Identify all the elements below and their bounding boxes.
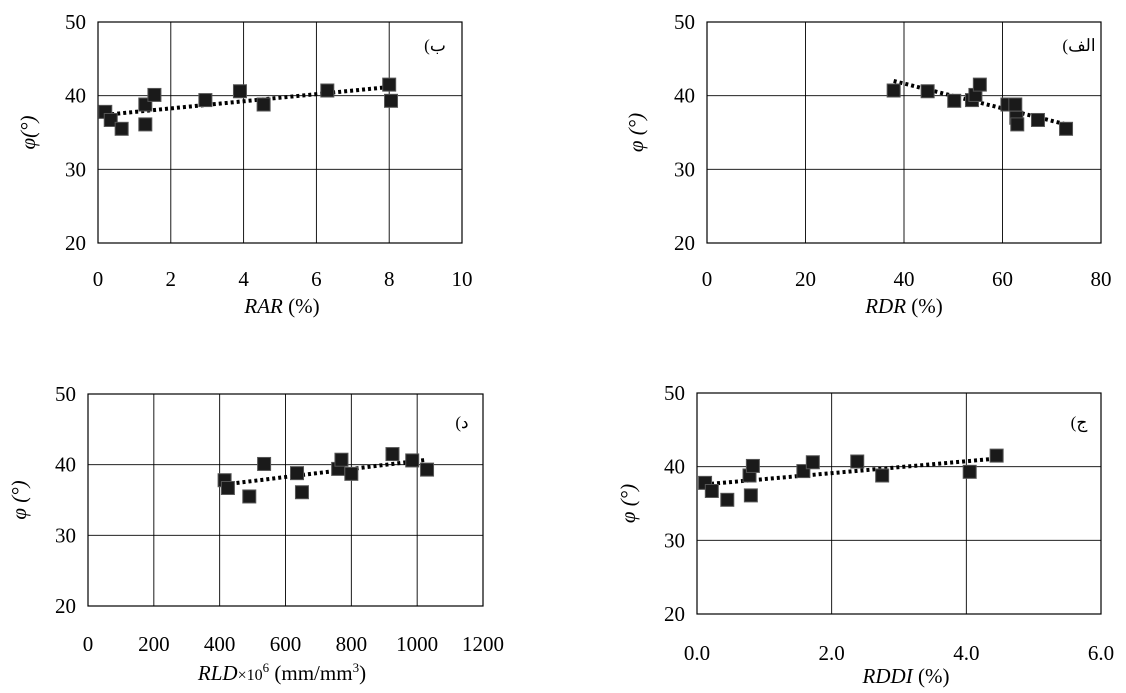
- x-tick-label: 40: [894, 267, 915, 291]
- y-tick-label: 30: [674, 157, 695, 181]
- y-tick-label: 20: [664, 602, 685, 626]
- data-point: [103, 112, 118, 127]
- data-point: [114, 121, 129, 136]
- trend-line: [224, 457, 428, 487]
- data-point: [704, 483, 719, 498]
- plot-frame: [706, 21, 1102, 244]
- data-point: [382, 77, 397, 92]
- data-point: [886, 83, 901, 98]
- data-point: [720, 492, 735, 507]
- y-tick-label: 30: [664, 528, 685, 552]
- x-axis-label: RDR (%): [864, 294, 943, 318]
- data-point: [850, 454, 865, 469]
- y-axis-label: φ (°): [616, 484, 640, 523]
- data-point: [805, 455, 820, 470]
- data-point: [344, 466, 359, 481]
- data-point: [384, 93, 399, 108]
- data-point: [743, 488, 758, 503]
- y-tick-label: 20: [65, 231, 86, 255]
- x-tick-label: 1000: [396, 632, 438, 656]
- x-tick-label: 6.0: [1088, 641, 1114, 665]
- data-point: [290, 466, 305, 481]
- y-axis-label: φ (°): [7, 480, 31, 519]
- x-axis-label: RAR (%): [243, 294, 319, 318]
- data-point: [242, 489, 257, 504]
- y-axis-label: φ (°): [624, 113, 648, 152]
- y-axis-label: φ(°): [16, 115, 40, 149]
- data-point: [1008, 97, 1023, 112]
- rar-chart: 0 2 4 6 8 10 20 30 40 50 φ(°) RAR (%) ب): [16, 10, 473, 318]
- data-point: [405, 453, 420, 468]
- x-axis-label: RDDI (%): [862, 664, 950, 688]
- x-axis-label: RLD×106 (mm/mm3): [197, 660, 366, 685]
- data-point: [1059, 121, 1074, 136]
- x-tick-label: 20: [795, 267, 816, 291]
- data-point: [920, 84, 935, 99]
- data-point: [220, 480, 235, 495]
- y-tick-label: 30: [65, 157, 86, 181]
- y-tick-label: 50: [55, 382, 76, 406]
- plot-frame: [97, 21, 463, 244]
- data-point: [138, 117, 153, 132]
- data-point: [1030, 112, 1045, 127]
- data-point: [745, 458, 760, 473]
- data-point: [989, 448, 1004, 463]
- x-tick-label: 0: [93, 267, 104, 291]
- x-tick-label: 6: [311, 267, 322, 291]
- data-point: [232, 84, 247, 99]
- x-tick-label: 4.0: [953, 641, 979, 665]
- data-point: [962, 464, 977, 479]
- y-tick-label: 20: [55, 594, 76, 618]
- x-tick-label: 0: [702, 267, 713, 291]
- y-tick-label: 40: [55, 453, 76, 477]
- data-point: [1010, 117, 1025, 132]
- x-tick-label: 0.0: [684, 641, 710, 665]
- data-point: [972, 77, 987, 92]
- panel-label: الف): [1062, 36, 1095, 55]
- data-point: [947, 93, 962, 108]
- plot-frame: [87, 393, 484, 607]
- data-point: [256, 97, 271, 112]
- y-tick-label: 20: [674, 231, 695, 255]
- data-point: [385, 447, 400, 462]
- x-tick-label: 8: [384, 267, 395, 291]
- x-tick-label: 2.0: [819, 641, 845, 665]
- y-tick-label: 50: [664, 381, 685, 405]
- panel-label: د): [455, 413, 468, 432]
- x-tick-label: 10: [452, 267, 473, 291]
- rddi-chart: 0.0 2.0 4.0 6.0 20 30 40 50 φ (°) RDDI (%) ج): [616, 381, 1114, 688]
- y-tick-label: 40: [664, 455, 685, 479]
- x-tick-label: 1200: [462, 632, 504, 656]
- data-point: [334, 452, 349, 467]
- data-point: [320, 83, 335, 98]
- data-point: [294, 485, 309, 500]
- y-tick-label: 50: [65, 10, 86, 34]
- data-point: [198, 93, 213, 108]
- x-tick-label: 60: [992, 267, 1013, 291]
- data-point: [875, 468, 890, 483]
- data-point: [147, 87, 162, 102]
- x-tick-label: 4: [238, 267, 249, 291]
- x-tick-label: 80: [1091, 267, 1112, 291]
- y-tick-label: 40: [674, 84, 695, 108]
- x-tick-label: 200: [138, 632, 170, 656]
- rld-chart: 0 200 400 600 800 1000 1200 20 30 40 50 φ (°) RLD×10…: [7, 382, 504, 685]
- panel-label: ب): [424, 36, 446, 55]
- data-point: [257, 456, 272, 471]
- y-tick-label: 50: [674, 10, 695, 34]
- x-tick-label: 600: [270, 632, 302, 656]
- x-tick-label: 2: [166, 267, 177, 291]
- plot-frame: [696, 392, 1102, 615]
- y-tick-label: 30: [55, 523, 76, 547]
- x-tick-label: 400: [204, 632, 236, 656]
- x-tick-label: 800: [336, 632, 368, 656]
- panel-label: ج): [1071, 413, 1088, 433]
- rdr-chart: 0 20 40 60 80 20 30 40 50 φ (°) RDR (%) الف): [624, 10, 1112, 318]
- data-point: [420, 462, 435, 477]
- x-tick-label: 0: [83, 632, 94, 656]
- y-tick-label: 40: [65, 84, 86, 108]
